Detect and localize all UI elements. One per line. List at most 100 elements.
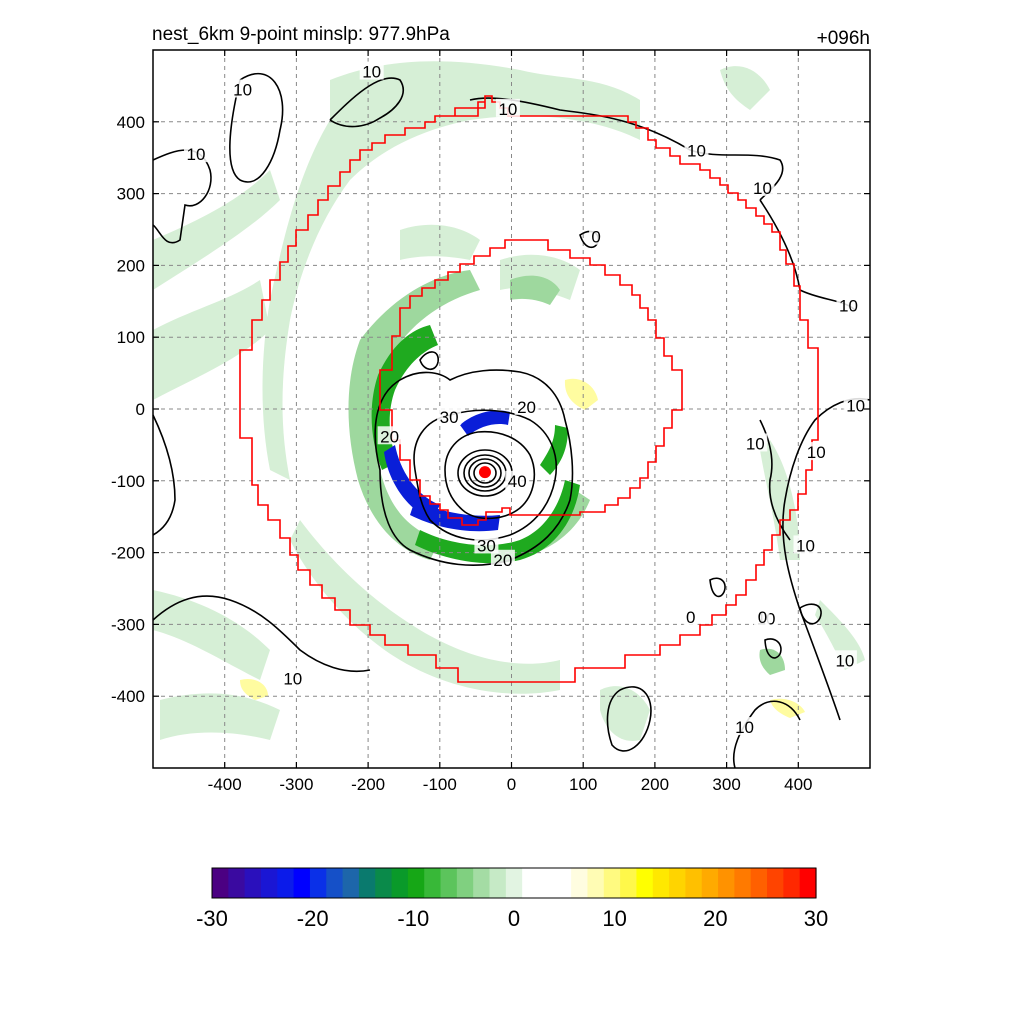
colorbar-cell xyxy=(652,868,670,898)
colorbar-tick-labels: -30 -20 -10 0 10 20 30 xyxy=(196,906,828,931)
contour-label: 30 xyxy=(440,408,459,427)
colorbar-cell xyxy=(293,868,311,898)
contour-core-3 xyxy=(468,458,502,488)
colorbar-cells xyxy=(212,868,817,898)
y-tick-label: 0 xyxy=(136,400,145,419)
storm-center-marker xyxy=(478,466,491,479)
contour-label-bg xyxy=(589,226,604,245)
contour-label-bg xyxy=(377,426,402,445)
y-tick-label: 100 xyxy=(117,328,145,347)
contour-label-bg xyxy=(495,98,520,117)
contour-label: 0 xyxy=(591,228,600,247)
x-tick-label: 0 xyxy=(507,775,516,794)
contour-0-se1 xyxy=(709,577,726,598)
colorbar-cell xyxy=(718,868,735,898)
contour-10-n1 xyxy=(229,73,284,183)
yellow-shading xyxy=(240,378,805,718)
contour-label-bg xyxy=(843,395,868,414)
contour-labels: 1010101010101010101010101010100002020203… xyxy=(184,61,868,737)
colorbar-cell xyxy=(456,868,474,898)
colorbar-cell xyxy=(554,868,572,898)
contour-label-bg xyxy=(793,535,818,554)
colorbar-cell xyxy=(538,868,556,898)
contour-label: 20 xyxy=(493,551,512,570)
contour-label-bg xyxy=(490,549,515,568)
contour-label-bg xyxy=(750,177,775,196)
colorbar-cell xyxy=(407,868,425,898)
colorbar-cell xyxy=(603,868,621,898)
contour-core-4 xyxy=(473,462,497,484)
contour-label: 30 xyxy=(477,536,496,555)
x-tick-label: -300 xyxy=(279,775,313,794)
colorbar-cell xyxy=(783,868,801,898)
y-tick-label: -300 xyxy=(111,615,145,634)
colorbar-frame xyxy=(211,867,817,899)
y-tick-label: 400 xyxy=(117,113,145,132)
colorbar-cell xyxy=(489,868,507,898)
colorbar-tick-label: 10 xyxy=(602,906,626,931)
colorbar-tick-label: -20 xyxy=(297,906,329,931)
contour-label: 10 xyxy=(846,396,865,415)
contour-label-bg xyxy=(836,295,861,314)
y-tick-label: -100 xyxy=(111,472,145,491)
contour-label-bg xyxy=(280,668,305,687)
tick-marks xyxy=(153,50,870,768)
contour-label: 10 xyxy=(746,434,765,453)
colorbar-cell xyxy=(750,868,768,898)
colorbar-cell xyxy=(342,868,360,898)
colorbar-cell xyxy=(767,868,784,898)
colorbar-cell xyxy=(701,868,719,898)
contour-10-w xyxy=(152,414,176,536)
contour-10-s1 xyxy=(606,686,652,752)
contour-label-bg xyxy=(743,433,768,452)
contour-10-sw xyxy=(152,595,371,673)
contour-label: 20 xyxy=(517,398,536,417)
contour-label: 0 xyxy=(686,608,695,627)
contour-label-bg xyxy=(755,607,770,626)
colorbar-cell xyxy=(391,868,409,898)
contour-label: 10 xyxy=(187,145,206,164)
contour-label-bg xyxy=(230,79,255,98)
contour-label: 0 xyxy=(758,608,767,627)
colorbar-cell xyxy=(277,868,295,898)
contour-label: 10 xyxy=(796,536,815,555)
colorbar-cell xyxy=(424,868,442,898)
contour-label: 40 xyxy=(508,472,527,491)
contour-0-core-nw xyxy=(419,351,439,371)
plot-area: 1010101010101010101010101010100002020203… xyxy=(152,49,871,769)
contour-10-nw xyxy=(152,149,212,244)
contour-10-ne xyxy=(469,97,784,201)
contour-label: 10 xyxy=(498,100,517,119)
contour-10-n2 xyxy=(329,77,404,128)
y-tick-label: 200 xyxy=(117,256,145,275)
colorbar-cell xyxy=(799,868,817,898)
colorbar-tick-label: 20 xyxy=(703,906,727,931)
contour-label-bg xyxy=(474,535,499,554)
colorbar-cell xyxy=(669,868,687,898)
colorbar-cell xyxy=(587,868,605,898)
contour-label: 10 xyxy=(839,297,858,316)
colorbar-cell xyxy=(522,868,540,898)
contour-0-se3 xyxy=(764,638,782,659)
contour-label-bg xyxy=(437,406,462,425)
contour-label-bg xyxy=(732,717,757,736)
x-tick-label: -200 xyxy=(351,775,385,794)
chart-title: nest_6km 9-point minslp: 977.9hPa xyxy=(152,24,450,45)
contour-label: 20 xyxy=(380,427,399,446)
colorbar-tick-label: -10 xyxy=(397,906,429,931)
contour-label: 10 xyxy=(835,651,854,670)
colorbar-cell xyxy=(636,868,654,898)
x-tick-label: -100 xyxy=(423,775,457,794)
contour-20 xyxy=(374,369,574,566)
colorbar-tick-label: -30 xyxy=(196,906,228,931)
forecast-time-label: +096h xyxy=(817,28,870,49)
contour-10-e2 xyxy=(782,397,871,721)
colorbar-cell xyxy=(212,868,229,898)
x-tick-label: -400 xyxy=(208,775,242,794)
x-tick-label: 100 xyxy=(569,775,597,794)
contour-label: 10 xyxy=(687,142,706,161)
colorbar-cell xyxy=(440,868,458,898)
contour-label-bg xyxy=(683,607,698,626)
y-tick-label: -200 xyxy=(111,544,145,563)
